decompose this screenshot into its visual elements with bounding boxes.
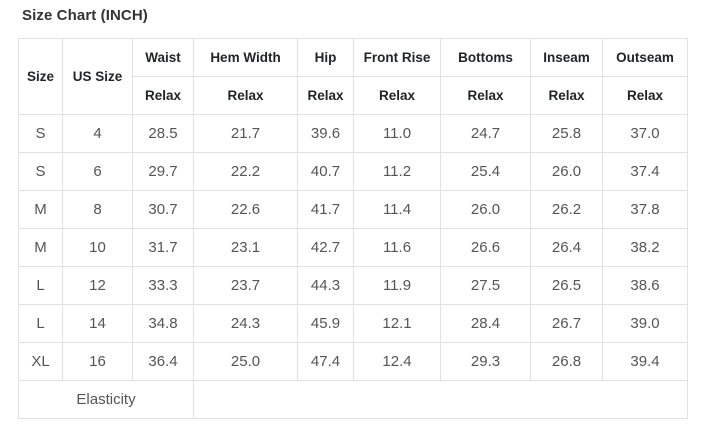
us-size-cell: 10 [62,228,133,267]
size-chart-table: Size US Size Waist Hem Width Hip Front Rise… [18,38,688,419]
value-cell-outseam: 37.0 [602,114,688,153]
value-cell-waist: 36.4 [132,342,194,381]
value-cell-hip: 44.3 [297,266,354,305]
fit-cell-waist: Relax [132,76,194,115]
elasticity-row: Elasticity [18,380,688,419]
value-cell-outseam: 37.8 [602,190,688,229]
us-size-cell: 8 [62,190,133,229]
fit-cell-bottoms: Relax [440,76,531,115]
table-row-m-8: M 8 30.7 22.6 41.7 11.4 26.0 26.2 37.8 [18,190,688,229]
us-size-cell: 16 [62,342,133,381]
value-cell-inseam: 26.5 [530,266,603,305]
us-size-cell: 14 [62,304,133,343]
table-body: S 4 28.5 21.7 39.6 11.0 24.7 25.8 37.0 S 6 29.7 22.2… [18,114,688,381]
value-cell-bottoms: 26.0 [440,190,531,229]
value-cell-bottoms: 25.4 [440,152,531,191]
value-cell-bottoms: 28.4 [440,304,531,343]
size-cell: XL [18,342,63,381]
size-cell: S [18,152,63,191]
size-cell: S [18,114,63,153]
value-cell-inseam: 25.8 [530,114,603,153]
size-cell: L [18,266,63,305]
column-header-outseam: Outseam [602,38,688,77]
column-header-bottoms: Bottoms [440,38,531,77]
table-footer: Elasticity [18,380,688,419]
value-cell-waist: 28.5 [132,114,194,153]
elasticity-label: Elasticity [18,380,194,419]
value-cell-waist: 33.3 [132,266,194,305]
us-size-cell: 12 [62,266,133,305]
value-cell-hem-width: 24.3 [193,304,298,343]
value-cell-hip: 41.7 [297,190,354,229]
fit-cell-front-rise: Relax [353,76,441,115]
table-row-l-12: L 12 33.3 23.7 44.3 11.9 27.5 26.5 38.6 [18,266,688,305]
column-header-hem-width: Hem Width [193,38,298,77]
size-cell: M [18,228,63,267]
value-cell-front-rise: 11.2 [353,152,441,191]
header-row-measures: Size US Size Waist Hem Width Hip Front Rise… [18,38,688,115]
value-cell-outseam: 37.4 [602,152,688,191]
value-cell-bottoms: 27.5 [440,266,531,305]
value-cell-outseam: 38.2 [602,228,688,267]
value-cell-hip: 39.6 [297,114,354,153]
value-cell-hem-width: 23.7 [193,266,298,305]
column-header-hip: Hip [297,38,354,77]
value-cell-hip: 45.9 [297,304,354,343]
column-header-size: Size [18,38,63,115]
value-cell-front-rise: 11.9 [353,266,441,305]
value-cell-front-rise: 11.0 [353,114,441,153]
column-header-us-size: US Size [62,38,133,115]
value-cell-front-rise: 11.6 [353,228,441,267]
column-header-inseam: Inseam [530,38,603,77]
value-cell-front-rise: 11.4 [353,190,441,229]
value-cell-hip: 47.4 [297,342,354,381]
value-cell-hem-width: 25.0 [193,342,298,381]
value-cell-waist: 30.7 [132,190,194,229]
table-row-m-10: M 10 31.7 23.1 42.7 11.6 26.6 26.4 38.2 [18,228,688,267]
value-cell-waist: 29.7 [132,152,194,191]
us-size-cell: 4 [62,114,133,153]
fit-cell-inseam: Relax [530,76,603,115]
table-row-xl-16: XL 16 36.4 25.0 47.4 12.4 29.3 26.8 39.4 [18,342,688,381]
value-cell-hem-width: 21.7 [193,114,298,153]
value-cell-waist: 31.7 [132,228,194,267]
value-cell-waist: 34.8 [132,304,194,343]
header-row-fit: Relax Relax Relax Relax Relax Relax Relax [19,76,688,115]
value-cell-inseam: 26.4 [530,228,603,267]
value-cell-hem-width: 23.1 [193,228,298,267]
column-header-front-rise: Front Rise [353,38,441,77]
value-cell-inseam: 26.7 [530,304,603,343]
value-cell-hem-width: 22.2 [193,152,298,191]
size-cell: M [18,190,63,229]
value-cell-outseam: 39.4 [602,342,688,381]
page-title: Size Chart (INCH) [22,7,148,24]
value-cell-front-rise: 12.1 [353,304,441,343]
value-cell-hip: 40.7 [297,152,354,191]
value-cell-bottoms: 29.3 [440,342,531,381]
value-cell-hip: 42.7 [297,228,354,267]
us-size-cell: 6 [62,152,133,191]
column-header-waist: Waist [132,38,194,77]
value-cell-bottoms: 24.7 [440,114,531,153]
fit-cell-outseam: Relax [602,76,688,115]
value-cell-inseam: 26.8 [530,342,603,381]
value-cell-inseam: 26.0 [530,152,603,191]
table-row-s-4: S 4 28.5 21.7 39.6 11.0 24.7 25.8 37.0 [18,114,688,153]
table-row-s-6: S 6 29.7 22.2 40.7 11.2 25.4 26.0 37.4 [18,152,688,191]
elasticity-value [193,380,688,419]
fit-cell-hip: Relax [297,76,354,115]
value-cell-inseam: 26.2 [530,190,603,229]
table-header: Size US Size Waist Hem Width Hip Front Rise… [18,38,688,115]
size-cell: L [18,304,63,343]
value-cell-front-rise: 12.4 [353,342,441,381]
value-cell-bottoms: 26.6 [440,228,531,267]
table-row-l-14: L 14 34.8 24.3 45.9 12.1 28.4 26.7 39.0 [18,304,688,343]
value-cell-outseam: 39.0 [602,304,688,343]
fit-cell-hem-width: Relax [193,76,298,115]
value-cell-hem-width: 22.6 [193,190,298,229]
value-cell-outseam: 38.6 [602,266,688,305]
